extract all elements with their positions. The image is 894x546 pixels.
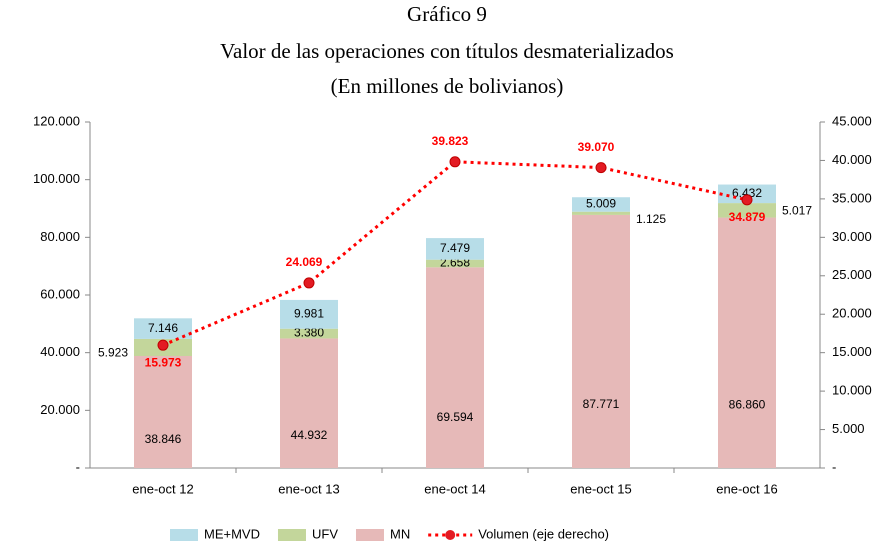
bar-segment <box>134 318 192 339</box>
chart-title: Valor de las operaciones con títulos des… <box>220 39 674 63</box>
legend-swatch <box>170 529 198 541</box>
value-label: 69.594 <box>437 410 474 424</box>
x-tick-label: ene-oct 13 <box>278 481 339 496</box>
line-point <box>303 277 315 289</box>
bar-segment <box>134 355 192 468</box>
chart-subtitle: (En millones de bolivianos) <box>331 74 564 98</box>
y2-tick-label: 40.000 <box>832 152 872 167</box>
bar-segment <box>572 197 630 212</box>
legend-label: ME+MVD <box>204 526 260 541</box>
bar-segment <box>426 267 484 468</box>
bar-segment <box>718 217 776 468</box>
bar-segment <box>280 328 338 339</box>
x-tick-label: ene-oct 16 <box>716 481 777 496</box>
x-tick-label: ene-oct 15 <box>570 481 631 496</box>
bar-segment <box>718 184 776 204</box>
y2-tick-label: 30.000 <box>832 229 872 244</box>
y2-tick-label: - <box>832 459 836 474</box>
legend-label: Volumen (eje derecho) <box>478 526 609 541</box>
bar-segment <box>426 259 484 268</box>
x-tick-label: ene-oct 12 <box>132 481 193 496</box>
y2-tick-label: 35.000 <box>832 190 872 205</box>
legend-swatch <box>355 529 384 541</box>
line-point <box>157 339 169 351</box>
y-tick-label: - <box>76 459 80 474</box>
y-tick-label: 120.000 <box>33 113 80 128</box>
value-label: 6.432 <box>732 186 762 200</box>
value-label: 87.771 <box>583 397 620 411</box>
y2-tick-label: 45.000 <box>832 113 872 128</box>
y-tick-label: 80.000 <box>40 229 80 244</box>
value-label: 86.860 <box>729 398 766 412</box>
line-point <box>741 194 753 206</box>
value-label: 5.923 <box>98 346 128 360</box>
y2-tick-label: 5.000 <box>832 421 865 436</box>
legend-swatch <box>445 530 456 540</box>
line-value-label: 39.070 <box>578 140 615 154</box>
y2-tick-label: 10.000 <box>832 383 872 398</box>
x-tick-label: ene-oct 14 <box>424 481 485 496</box>
value-label: 38.846 <box>145 432 182 446</box>
value-label: 3.380 <box>294 326 324 340</box>
value-label: 5.017 <box>782 203 812 217</box>
y-tick-label: 60.000 <box>40 286 80 301</box>
chart-title: Gráfico 9 <box>407 2 487 26</box>
legend-label: MN <box>390 526 410 541</box>
y-tick-label: 40.000 <box>40 344 80 359</box>
legend-swatch <box>277 529 306 541</box>
line-value-label: 39.823 <box>432 134 469 148</box>
value-label: 44.932 <box>291 428 328 442</box>
bar-segment <box>572 211 630 215</box>
line-value-label: 24.069 <box>286 255 323 269</box>
value-label: 9.981 <box>294 306 324 320</box>
line-point <box>595 162 607 174</box>
line-point <box>449 156 461 168</box>
y2-tick-label: 25.000 <box>832 267 872 282</box>
bar-segment <box>718 203 776 218</box>
legend-label: UFV <box>312 526 338 541</box>
line-series <box>162 160 748 347</box>
bar-segment <box>280 338 338 468</box>
y2-tick-label: 20.000 <box>832 306 872 321</box>
value-label: 7.146 <box>148 321 178 335</box>
y-tick-label: 100.000 <box>33 171 80 186</box>
value-label: 7.479 <box>440 241 470 255</box>
bar-segment <box>280 299 338 329</box>
line-value-label: 15.973 <box>145 355 182 369</box>
bar-segment <box>426 238 484 260</box>
line-value-label: 34.879 <box>729 210 766 224</box>
value-label: 1.125 <box>636 212 666 226</box>
value-label: 5.009 <box>586 197 616 211</box>
bar-segment <box>572 214 630 468</box>
y-tick-label: 20.000 <box>40 402 80 417</box>
y2-tick-label: 15.000 <box>832 344 872 359</box>
